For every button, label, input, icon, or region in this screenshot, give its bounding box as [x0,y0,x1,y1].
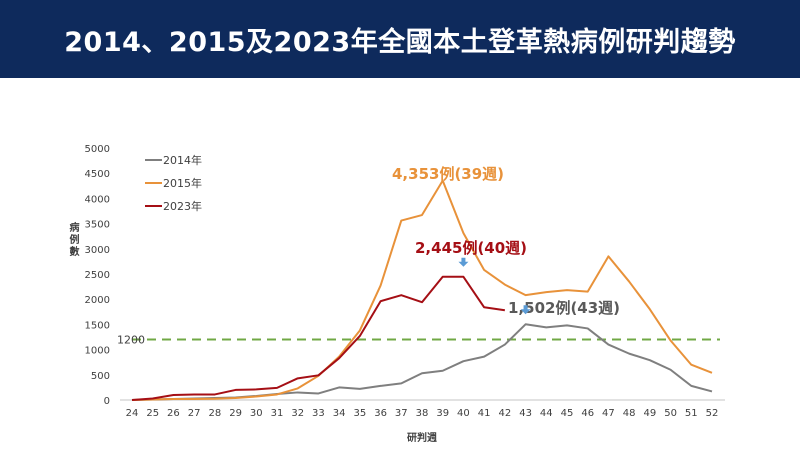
x-tick-label: 44 [540,408,553,419]
series-line-2015年 [131,179,713,401]
y-tick-label: 1000 [85,346,110,357]
annotation-label: 2,445例(40週) [415,239,527,257]
x-tick-label: 40 [457,408,470,419]
y-tick-label: 3500 [85,220,110,231]
x-tick-label: 31 [271,408,284,419]
arrow-down-icon [458,257,469,267]
page-title: 2014、2015及2023年全國本土登革熱病例研判趨勢 [64,26,736,58]
x-tick-label: 33 [312,408,325,419]
x-tick-label: 34 [333,408,346,419]
x-tick-label: 36 [374,408,387,419]
series-line-2014年 [131,323,713,401]
header-banner: 2014、2015及2023年全國本土登革熱病例研判趨勢 [0,0,800,78]
series-line-2023年 [131,275,506,401]
legend-label: 2015年 [163,176,202,190]
legend-label: 2023年 [163,199,202,213]
x-tick-label: 30 [250,408,263,419]
x-tick-label: 42 [498,408,511,419]
x-axis-title: 研判週 [407,431,437,444]
x-tick-label: 43 [519,408,532,419]
x-tick-label: 48 [623,408,636,419]
x-tick-label: 51 [685,408,698,419]
y-tick-label: 0 [104,396,110,407]
y-tick-label: 3000 [85,245,110,256]
y-tick-label: 2500 [85,270,110,281]
x-tick-label: 32 [291,408,304,419]
x-tick-label: 29 [229,408,242,419]
x-tick-label: 39 [436,408,449,419]
y-axis-title: 病例數 [67,222,78,258]
y-tick-label: 1500 [85,320,110,331]
y-tick-label: 5000 [85,144,110,155]
x-tick-label: 35 [353,408,366,419]
x-tick-label: 52 [706,408,719,419]
x-tick-label: 26 [167,408,180,419]
legend-label: 2014年 [163,153,202,167]
x-tick-label: 47 [602,408,615,419]
annotation-label: 1,502例(43週) [508,299,620,317]
x-tick-label: 25 [146,408,159,419]
x-tick-label: 24 [126,408,139,419]
y-tick-label: 2000 [85,295,110,306]
x-tick-label: 41 [478,408,491,419]
y-tick-label: 4500 [85,169,110,180]
x-tick-label: 46 [581,408,594,419]
x-tick-label: 28 [208,408,221,419]
x-tick-label: 27 [188,408,201,419]
x-tick-label: 37 [395,408,408,419]
x-tick-label: 49 [643,408,656,419]
y-tick-label: 500 [91,371,110,382]
arrow-down-icon [520,305,531,315]
y-tick-label: 4000 [85,194,110,205]
x-tick-label: 50 [664,408,677,419]
annotation-label: 4,353例(39週) [392,165,504,183]
x-tick-label: 38 [416,408,429,419]
reference-line-label: 1200 [117,334,145,347]
x-tick-label: 45 [561,408,574,419]
